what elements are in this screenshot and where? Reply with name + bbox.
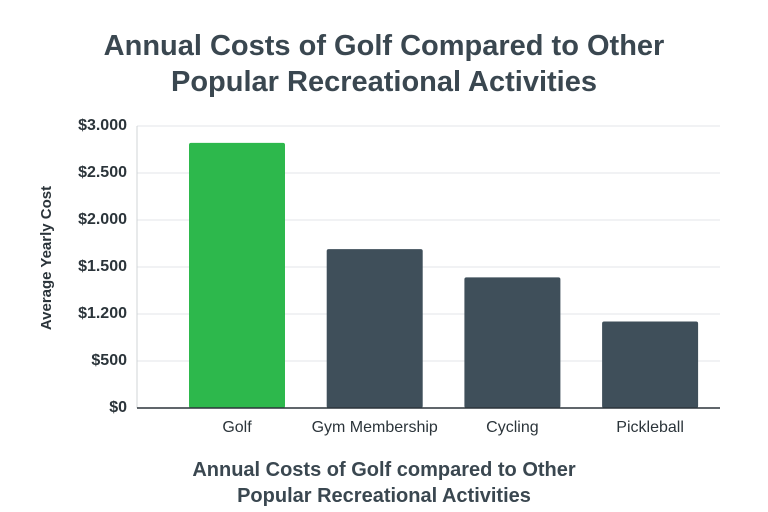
- y-tick-label: $2.500: [78, 164, 127, 181]
- y-tick-label: $0: [109, 399, 127, 416]
- bar: [189, 142, 285, 409]
- y-tick-label: $3.000: [78, 117, 127, 134]
- x-tick-label: Golf: [222, 419, 252, 436]
- bar: [326, 249, 423, 408]
- x-tick-label: Cycling: [486, 419, 538, 436]
- y-tick-label: $1.500: [78, 258, 127, 275]
- bar: [602, 321, 699, 408]
- bar: [464, 277, 561, 408]
- x-tick-label: Pickleball: [616, 419, 684, 436]
- chart-title: Annual Costs of Golf Compared to Other P…: [103, 30, 665, 98]
- x-tick-label: Gym Membership: [312, 419, 438, 436]
- y-tick-label: $2.000: [78, 211, 127, 228]
- chart-caption: Annual Costs of Golf compared to Other P…: [192, 459, 576, 507]
- y-tick-label: $500: [91, 352, 127, 369]
- y-axis-label: Average Yearly Cost: [38, 186, 55, 330]
- y-tick-label: $1.200: [78, 305, 127, 322]
